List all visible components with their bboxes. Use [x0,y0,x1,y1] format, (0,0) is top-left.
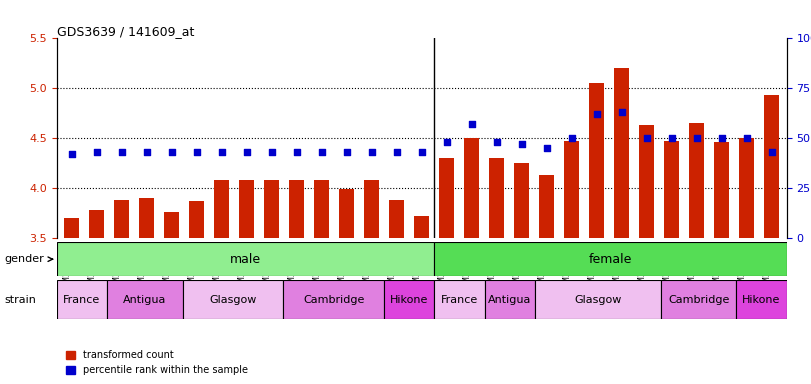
Bar [114,200,129,238]
FancyBboxPatch shape [661,280,736,319]
Bar [239,180,254,238]
FancyBboxPatch shape [283,280,384,319]
Point [740,135,753,141]
Text: Cambridge: Cambridge [303,295,364,305]
Bar [389,200,404,238]
Bar [290,180,304,238]
Text: France: France [63,295,101,305]
FancyBboxPatch shape [107,280,182,319]
Bar [714,142,729,238]
Text: France: France [441,295,478,305]
Bar [189,201,204,238]
Bar [214,180,230,238]
Text: Glasgow: Glasgow [209,295,256,305]
FancyBboxPatch shape [435,242,787,276]
FancyBboxPatch shape [384,280,435,319]
Point [540,145,553,151]
Point [640,135,653,141]
Bar [339,189,354,238]
Point [565,135,578,141]
Point [90,149,103,155]
Point [590,111,603,118]
Bar [739,138,754,238]
Text: female: female [589,253,633,266]
Text: male: male [230,253,261,266]
Point [665,135,678,141]
Bar [489,158,504,238]
Bar [464,138,479,238]
Bar [539,175,554,238]
Point [466,121,478,127]
Point [690,135,703,141]
Bar [165,212,179,238]
Text: Hikone: Hikone [390,295,428,305]
FancyBboxPatch shape [485,280,535,319]
Bar [139,198,154,238]
Bar [264,180,279,238]
Point [65,151,78,157]
FancyBboxPatch shape [736,280,787,319]
Point [766,149,779,155]
Bar [564,141,579,238]
Point [390,149,403,155]
Point [165,149,178,155]
Text: GDS3639 / 141609_at: GDS3639 / 141609_at [57,25,194,38]
Bar [764,95,779,238]
Point [240,149,253,155]
Point [490,139,503,145]
FancyBboxPatch shape [435,280,485,319]
Point [115,149,128,155]
FancyBboxPatch shape [57,242,435,276]
Text: strain: strain [4,295,36,305]
Point [341,149,354,155]
Legend: transformed count, percentile rank within the sample: transformed count, percentile rank withi… [62,346,252,379]
Point [715,135,728,141]
Text: Antigua: Antigua [123,295,166,305]
Text: Glasgow: Glasgow [574,295,621,305]
Bar [440,158,454,238]
FancyBboxPatch shape [182,280,283,319]
Bar [514,163,530,238]
FancyBboxPatch shape [57,280,107,319]
Bar [314,180,329,238]
Point [140,149,153,155]
Bar [364,180,380,238]
Point [215,149,228,155]
Point [191,149,204,155]
Bar [639,125,654,238]
Point [290,149,303,155]
Bar [689,123,704,238]
Bar [414,216,429,238]
Bar [590,83,604,238]
Point [365,149,378,155]
Text: Hikone: Hikone [742,295,781,305]
Point [515,141,528,147]
Point [415,149,428,155]
Text: Antigua: Antigua [488,295,531,305]
Point [616,109,629,115]
Point [440,139,453,145]
Point [315,149,328,155]
Bar [64,218,79,238]
Text: Cambridge: Cambridge [668,295,729,305]
Text: gender: gender [4,254,44,264]
FancyBboxPatch shape [535,280,661,319]
Bar [664,141,679,238]
Point [265,149,278,155]
Bar [614,68,629,238]
Bar [89,210,105,238]
